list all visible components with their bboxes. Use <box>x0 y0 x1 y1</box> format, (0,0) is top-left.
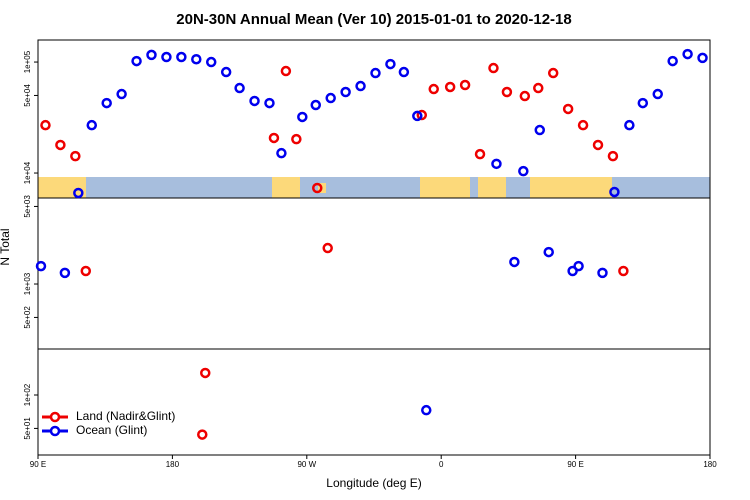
point <box>398 66 410 78</box>
plot-frame <box>37 39 711 456</box>
y-tick-label: 1e+04 <box>23 161 32 184</box>
point <box>340 86 351 98</box>
point <box>518 165 529 177</box>
x-axis-label: Longitude (deg E) <box>326 476 421 490</box>
point <box>59 267 71 279</box>
y-tick-label: 5e+02 <box>23 306 32 329</box>
point <box>280 65 292 77</box>
point <box>567 265 578 277</box>
point <box>444 81 456 93</box>
point <box>291 133 302 145</box>
point <box>101 97 112 109</box>
point <box>416 109 428 121</box>
x-tick-label: 180 <box>166 460 180 469</box>
x-tick-label: 90 E <box>30 460 46 469</box>
point <box>573 260 584 272</box>
legend-label: Ocean (Glint) <box>76 423 147 437</box>
legend-label: Land (Nadir&Glint) <box>76 409 175 423</box>
point <box>543 246 554 258</box>
point <box>533 82 544 94</box>
point <box>220 66 232 78</box>
y-tick-label: 5e+03 <box>23 195 32 218</box>
y-tick-label: 5e+04 <box>23 84 32 107</box>
point <box>624 119 635 131</box>
point <box>73 187 84 199</box>
y-tick-label: 1e+03 <box>23 272 32 295</box>
point <box>597 267 608 279</box>
point <box>370 67 381 79</box>
point <box>322 242 333 254</box>
point <box>682 48 693 60</box>
point <box>161 51 172 63</box>
point <box>276 147 287 159</box>
point <box>577 119 589 131</box>
legend-marker <box>49 411 61 423</box>
y-tick-label: 1e+02 <box>23 383 32 406</box>
point <box>355 80 366 92</box>
point <box>200 367 211 379</box>
point <box>205 56 217 68</box>
point <box>637 97 649 109</box>
point <box>131 55 142 67</box>
point <box>534 124 546 136</box>
point <box>667 55 678 67</box>
point <box>234 82 245 94</box>
point <box>474 148 486 160</box>
point <box>86 119 98 131</box>
point <box>264 97 275 109</box>
point <box>459 79 471 91</box>
point <box>652 88 663 100</box>
point <box>55 139 66 151</box>
point <box>176 51 187 63</box>
legend-marker <box>49 425 61 437</box>
point <box>607 150 619 162</box>
point <box>35 260 47 272</box>
map-strip <box>38 177 710 198</box>
point <box>146 49 157 61</box>
point <box>697 52 708 64</box>
x-tick-label: 180 <box>703 460 717 469</box>
x-tick-label: 0 <box>439 460 444 469</box>
chart-title: 20N-30N Annual Mean (Ver 10) 2015-01-01 … <box>176 11 571 28</box>
point <box>609 186 620 198</box>
point <box>116 88 127 100</box>
point <box>385 58 396 70</box>
point <box>618 265 629 277</box>
x-tick-label: 90 E <box>567 460 583 469</box>
point <box>547 67 559 79</box>
point <box>488 62 499 74</box>
point <box>325 92 336 104</box>
point <box>428 83 439 95</box>
point <box>312 182 323 194</box>
point <box>509 256 520 268</box>
x-tick-label: 90 W <box>297 460 316 469</box>
point <box>70 150 81 162</box>
y-tick-label: 5e+01 <box>23 417 32 440</box>
point <box>491 158 502 170</box>
point <box>197 429 208 440</box>
point <box>249 95 260 107</box>
point <box>268 132 280 144</box>
y-tick-label: 1e+05 <box>23 50 32 73</box>
y-axis-label: N Total <box>0 228 12 265</box>
point <box>40 119 51 131</box>
point <box>501 86 513 98</box>
point <box>297 111 308 123</box>
point <box>191 53 202 65</box>
point <box>519 90 531 102</box>
point <box>310 99 322 111</box>
point <box>592 139 604 151</box>
point <box>562 103 574 115</box>
point <box>80 265 92 277</box>
point <box>412 110 423 122</box>
point <box>421 404 432 416</box>
